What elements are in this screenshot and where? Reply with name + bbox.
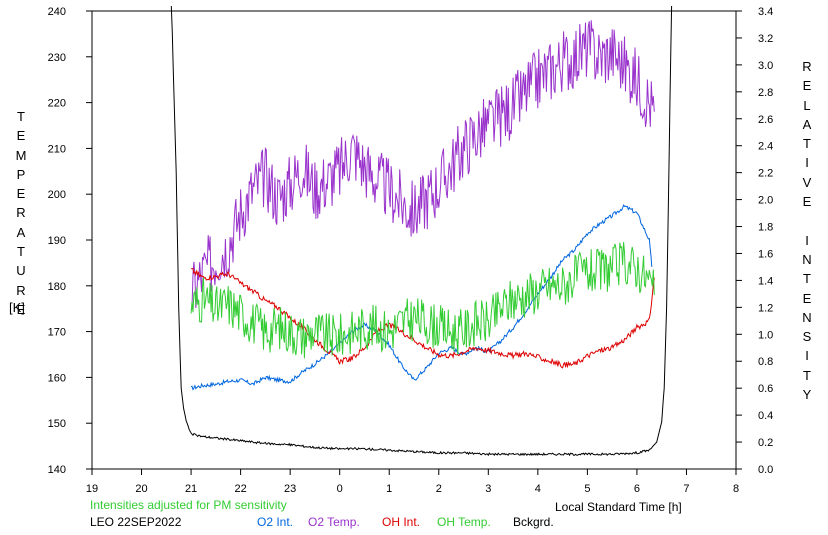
right-y-tick-label: 0.4 <box>758 410 773 422</box>
right-y-tick-label: 2.0 <box>758 195 773 207</box>
right-y-tick-label: 0.0 <box>758 464 773 476</box>
right-axis-title: R E L A T I V E I N T E N S I T Y <box>802 59 812 403</box>
right-y-tick-label: 0.6 <box>758 383 773 395</box>
right-y-tick-label: 2.4 <box>758 141 773 153</box>
legend-entry: O2 Int. <box>257 515 294 529</box>
x-tick-label: 19 <box>86 483 98 495</box>
x-tick-label: 8 <box>733 483 739 495</box>
left-y-tick-label: 240 <box>48 6 66 18</box>
right-y-tick-label: 0.8 <box>758 356 773 368</box>
sensitivity-note: Intensities adjusted for PM sensitivity <box>90 498 287 512</box>
right-y-tick-label: 0.2 <box>758 437 773 449</box>
left-y-tick-label: 220 <box>48 98 66 110</box>
right-y-tick-label: 2.8 <box>758 87 773 99</box>
series-oh-int <box>191 268 655 369</box>
left-axis-title: T E M P E R A T U R E <box>15 109 27 317</box>
x-tick-label: 1 <box>386 483 392 495</box>
left-y-tick-label: 170 <box>48 327 66 339</box>
left-y-tick-label: 190 <box>48 235 66 247</box>
legend-entry: OH Temp. <box>437 515 491 529</box>
left-y-tick-label: 180 <box>48 281 66 293</box>
legend-entry: O2 Temp. <box>308 515 360 529</box>
x-tick-label: 23 <box>284 483 296 495</box>
left-y-tick-label: 200 <box>48 189 66 201</box>
series-bckgrd <box>170 5 673 457</box>
x-tick-label: 3 <box>485 483 491 495</box>
left-y-tick-label: 210 <box>48 143 66 155</box>
x-tick-label: 22 <box>234 483 246 495</box>
x-tick-label: 0 <box>337 483 343 495</box>
right-y-tick-label: 1.8 <box>758 222 773 234</box>
series-o2-temp <box>190 20 655 311</box>
left-y-tick-label: 140 <box>48 464 66 476</box>
right-y-tick-label: 1.0 <box>758 329 773 341</box>
right-y-tick-label: 2.2 <box>758 168 773 180</box>
right-y-tick-label: 1.4 <box>758 275 773 287</box>
series-o2-int <box>190 204 653 391</box>
x-tick-label: 4 <box>535 483 541 495</box>
series-oh-temp <box>190 242 655 359</box>
x-tick-label: 20 <box>135 483 147 495</box>
x-tick-label: 6 <box>634 483 640 495</box>
x-tick-label: 21 <box>185 483 197 495</box>
legend-entry: OH Int. <box>382 515 421 529</box>
right-y-tick-label: 3.4 <box>758 6 773 18</box>
legend-entry: Bckgrd. <box>513 515 554 529</box>
right-y-tick-label: 3.0 <box>758 60 773 72</box>
left-y-tick-label: 230 <box>48 52 66 64</box>
x-tick-label: 5 <box>584 483 590 495</box>
right-y-tick-label: 3.2 <box>758 33 773 45</box>
left-axis-unit: [K] <box>9 300 25 315</box>
x-tick-label: 2 <box>436 483 442 495</box>
left-y-tick-label: 150 <box>48 418 66 430</box>
station-date: LEO 22SEP2022 <box>90 515 182 529</box>
right-y-tick-label: 1.6 <box>758 248 773 260</box>
left-y-tick-label: 160 <box>48 372 66 384</box>
right-y-tick-label: 2.6 <box>758 114 773 126</box>
x-axis-label: Local Standard Time [h] <box>555 500 682 514</box>
x-tick-label: 7 <box>683 483 689 495</box>
right-y-tick-label: 1.2 <box>758 302 773 314</box>
